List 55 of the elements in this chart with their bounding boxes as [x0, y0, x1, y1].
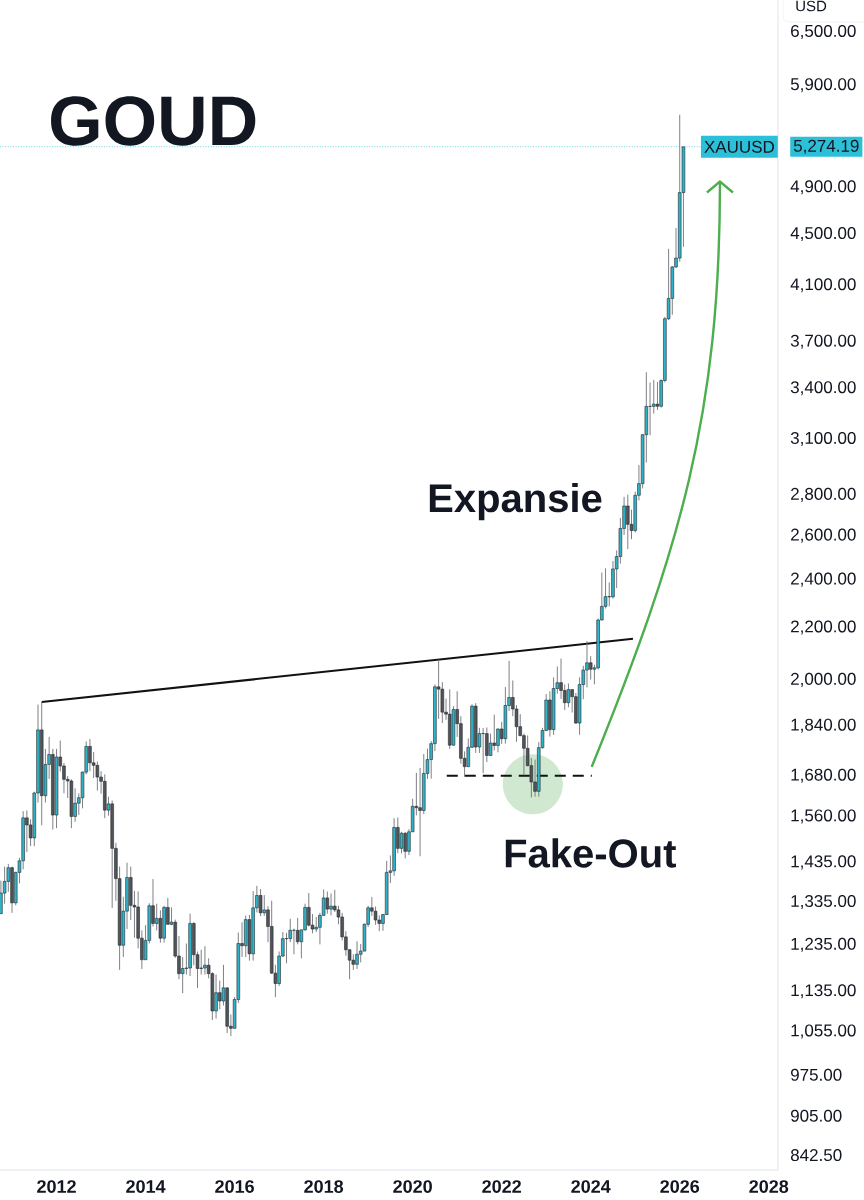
candlestick: [329, 893, 333, 916]
candlestick: [325, 890, 330, 915]
x-tick-label: 2020: [393, 1180, 432, 1193]
candlestick: [588, 655, 593, 680]
x-tick-label: 2016: [215, 1180, 254, 1193]
candlestick: [284, 932, 289, 964]
y-tick-label: 2,200.00: [791, 620, 856, 635]
candlestick: [626, 494, 630, 550]
y-tick-label: 1,235.00: [791, 937, 856, 952]
candlestick: [566, 683, 571, 708]
y-tick-label: 1,055.00: [791, 1024, 856, 1039]
y-tick-label: 5,274.19: [793, 139, 859, 154]
x-tick-label: 2012: [37, 1180, 76, 1193]
y-tick-label: 2,000.00: [791, 672, 856, 687]
candlestick: [355, 940, 359, 970]
text: GOUD: [51, 96, 256, 146]
ref-line-label: XAUUSD: [704, 140, 774, 153]
y-tick-label: 1,840.00: [791, 718, 856, 733]
candlestick: [403, 831, 407, 859]
y-tick-label: 2,400.00: [791, 572, 856, 587]
candlestick: [418, 767, 422, 857]
y-tick-label: 4,100.00: [790, 278, 856, 293]
y-tick-label: 1,335.00: [791, 894, 856, 910]
y-tick-label: 975.00: [791, 1068, 842, 1081]
y-tick-label: 3,100.00: [790, 431, 856, 446]
x-tick-label: 2026: [660, 1180, 700, 1193]
candlestick: [218, 980, 222, 1010]
candlestick: [199, 949, 203, 975]
y-tick-label: 2,800.00: [791, 487, 856, 502]
annotation: Fake-Out: [505, 838, 676, 868]
x-tick-label: 2014: [126, 1180, 166, 1193]
annotation: Expansie: [429, 482, 602, 521]
y-axis-title: USD: [796, 0, 827, 12]
x-tick-label: 2028: [749, 1180, 789, 1193]
y-tick-label: 905.00: [791, 1109, 842, 1122]
x-tick-label: 2018: [304, 1180, 344, 1193]
y-tick-label: 3,700.00: [790, 334, 856, 349]
candlestick: [203, 945, 207, 975]
y-tick-label: 1,680.00: [791, 768, 856, 783]
candlestick: [214, 974, 218, 1019]
y-tick-label: 6,500.00: [791, 24, 856, 39]
y-tick-label: 5,900.00: [790, 78, 856, 93]
y-tick-label: 842.50: [790, 1149, 842, 1162]
candlestick: [258, 888, 263, 917]
candlestick: [481, 727, 485, 774]
y-tick-label: 3,400.00: [790, 381, 856, 396]
candlestick: [399, 831, 404, 854]
y-tick-label: 1,435.00: [791, 855, 856, 870]
y-tick-label: 1,560.00: [791, 809, 856, 824]
y-tick-label: 4,500.00: [790, 227, 856, 242]
y-tick-label: 1,135.00: [791, 984, 856, 999]
y-tick-label: 2,600.00: [791, 528, 856, 543]
y-tick-label: 4,900.00: [790, 180, 856, 195]
x-tick-label: 2024: [571, 1180, 611, 1193]
x-tick-label: 2022: [482, 1180, 521, 1193]
